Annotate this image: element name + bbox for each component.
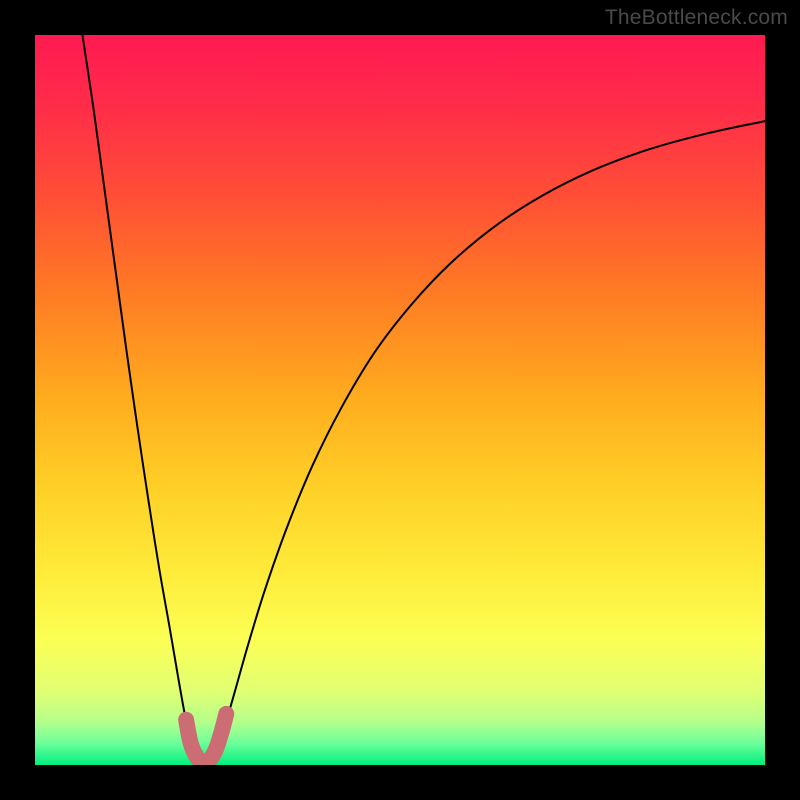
figure-root: TheBottleneck.com [0, 0, 800, 800]
curve-layer [35, 35, 765, 765]
watermark-text: TheBottleneck.com [605, 6, 788, 30]
bottleneck-curve [82, 35, 765, 763]
notch-marker [186, 714, 226, 762]
plot-area [35, 35, 765, 765]
